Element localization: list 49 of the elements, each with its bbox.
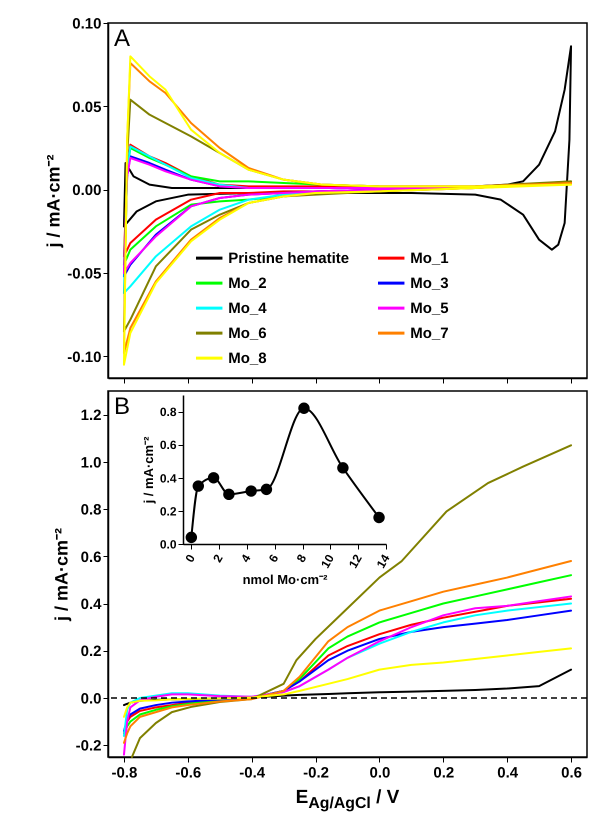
y-tick-label: -0.2: [76, 738, 102, 755]
y-tick-label: 0.2: [160, 504, 177, 518]
y-tick-label: -0.05: [67, 266, 102, 282]
x-tick-label: 4: [238, 552, 254, 565]
y-tick-label: 0.05: [72, 98, 102, 116]
legend-label: Mo_2: [228, 275, 267, 292]
y-tick-label: 0.0: [160, 538, 177, 552]
x-axis-title: nmol Mo·cm⁻²: [242, 572, 328, 588]
y-tick-label: 0.10: [72, 16, 102, 32]
x-tick-label: 12: [346, 552, 365, 571]
x-tick-label: -0.2: [303, 764, 329, 782]
x-tick-label: 0.6: [561, 764, 582, 782]
x-tick-label: 2: [210, 552, 226, 565]
y-tick-label: 0.8: [160, 405, 177, 420]
y-tick-label: 1.2: [80, 407, 102, 424]
legend-label: Mo_8: [228, 350, 267, 368]
legend-label: Pristine hematite: [228, 250, 350, 268]
annotation: B: [114, 393, 130, 420]
y-tick-label: 0.0: [80, 690, 102, 708]
y-tick-label: 0.6: [160, 438, 177, 452]
y-tick-label: 0.4: [160, 471, 177, 486]
x-tick-label: -0.8: [112, 764, 138, 782]
x-tick-label: 0.2: [433, 764, 454, 782]
x-tick-label: 8: [294, 552, 310, 565]
y-axis-title: j / mA·cm⁻²: [52, 528, 72, 622]
x-tick-label: -0.4: [239, 764, 266, 782]
x-tick-label: -0.6: [175, 764, 202, 782]
y-axis-title: j / mA·cm⁻²: [140, 436, 156, 504]
x-tick-label: 0.4: [497, 764, 519, 782]
x-tick-label: 0.0: [370, 764, 390, 782]
x-tick-label: 10: [318, 552, 338, 571]
x-axis-title: E$_{Ag/AgCl}$ / V: [294, 787, 400, 813]
y-tick-label: 0.8: [80, 502, 102, 519]
y-tick-label: 0.4: [80, 596, 102, 614]
legend-label: Mo_3: [410, 275, 449, 292]
x-tick-label: 6: [266, 552, 282, 565]
y-tick-label: 0.00: [72, 182, 102, 200]
legend-label: Mo_5: [410, 300, 449, 318]
legend-label: Mo_4: [228, 300, 268, 318]
annotation: A: [114, 25, 130, 52]
x-tick-label: 14: [374, 552, 393, 571]
legend-label: Mo_1: [410, 250, 449, 268]
y-axis-title: j / mA·cm⁻²: [43, 154, 64, 249]
legend-label: Mo_7: [410, 325, 449, 342]
y-tick-label: 1.0: [80, 454, 102, 472]
x-tick-label: 0: [182, 552, 198, 565]
y-tick-label: -0.10: [67, 348, 102, 366]
legend-label: Mo_6: [228, 325, 267, 342]
y-tick-label: 0.2: [80, 643, 102, 660]
